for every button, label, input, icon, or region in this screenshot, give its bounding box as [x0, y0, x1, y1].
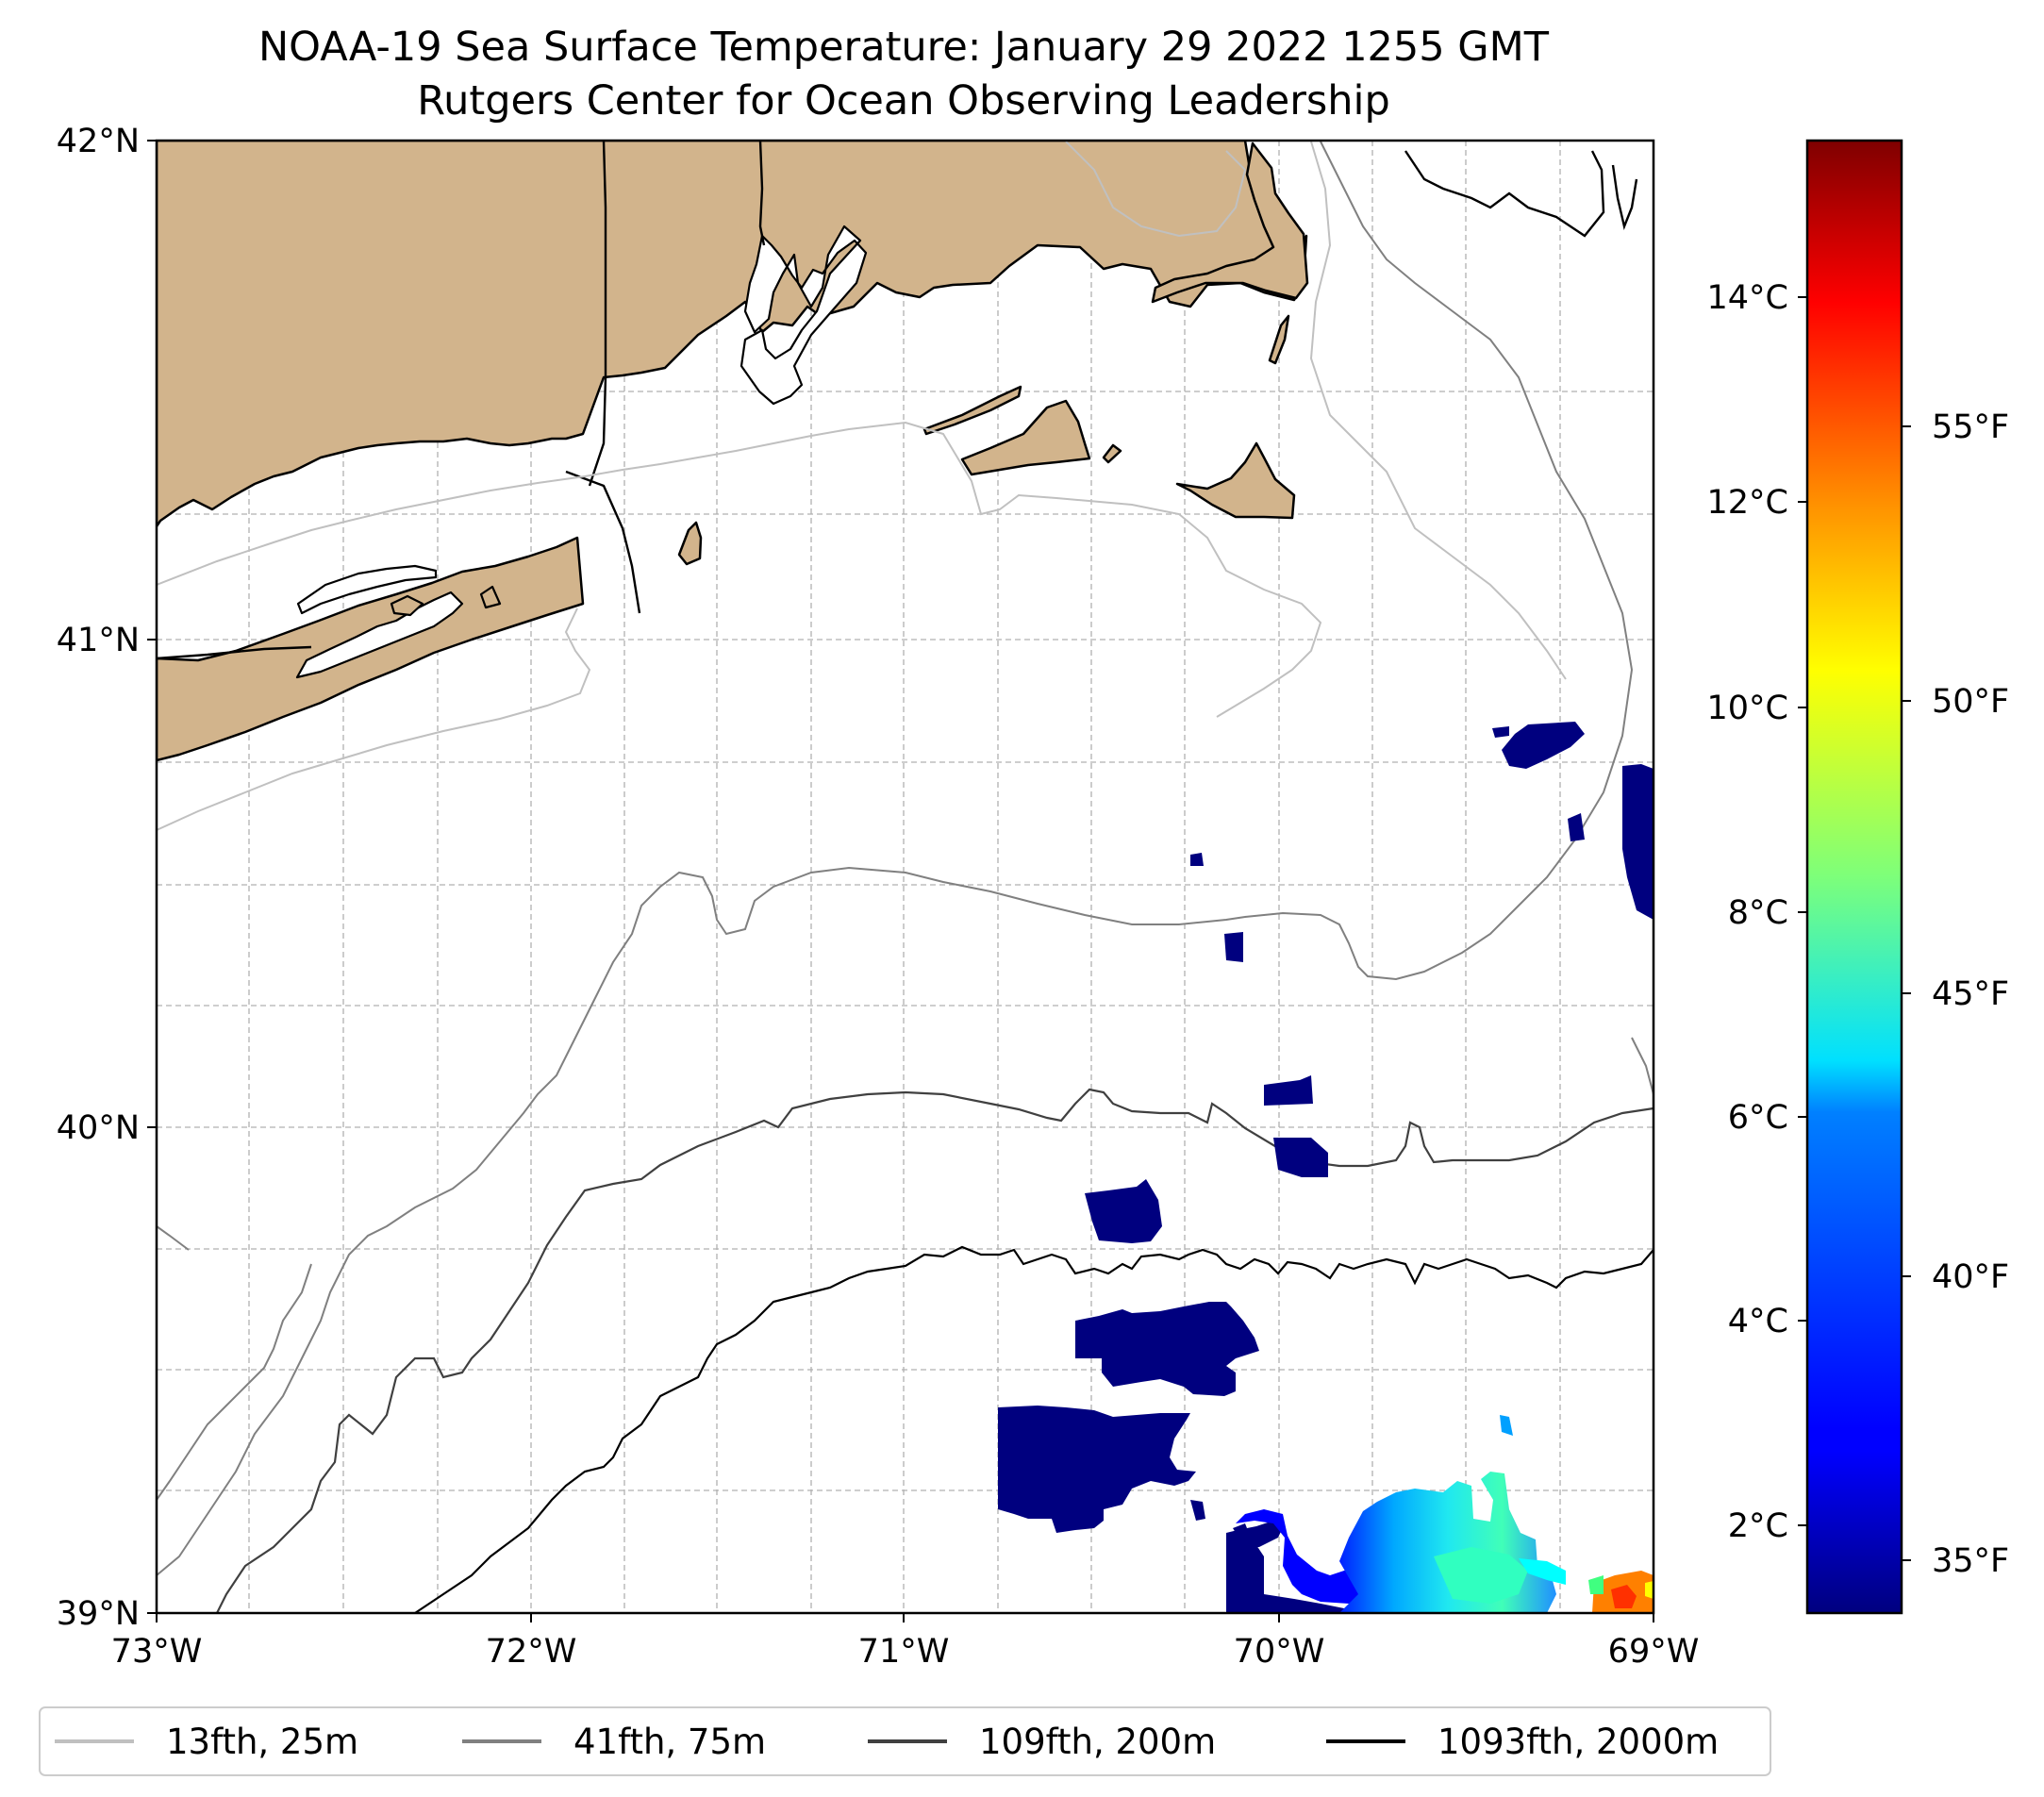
- marthas-vineyard: [960, 399, 1091, 476]
- contour-200m: [216, 1088, 1653, 1613]
- ct-ri-border: [588, 141, 607, 487]
- narragansett-bay: [739, 225, 868, 406]
- fahrenheit-label: 50°F: [1932, 683, 2009, 721]
- map-title: NOAA-19 Sea Surface Temperature: January…: [258, 24, 1550, 71]
- fahrenheit-label: 45°F: [1932, 975, 2009, 1013]
- gardiners-island: [479, 585, 502, 609]
- monomoy: [1268, 314, 1290, 365]
- shelter-island: [390, 594, 424, 617]
- tuckernuck: [1102, 443, 1122, 464]
- lat-label: 41°N: [57, 622, 140, 659]
- block-island: [677, 521, 703, 566]
- celsius-label: 12°C: [1707, 484, 1788, 522]
- map-ticks: [147, 140, 1654, 1622]
- latitude-labels: 42°N 41°N 40°N 39°N: [57, 123, 140, 1633]
- ri-ma-border: [758, 141, 766, 246]
- lat-label: 40°N: [57, 1109, 140, 1147]
- fahrenheit-label: 40°F: [1932, 1258, 2009, 1296]
- map-subtitle: Rutgers Center for Ocean Observing Leade…: [417, 77, 1390, 125]
- lon-label: 72°W: [486, 1633, 577, 1671]
- long-island-sound-shore: [296, 564, 438, 615]
- celsius-labels: 14°C 12°C 10°C 8°C 6°C 4°C 2°C: [1707, 279, 1788, 1545]
- lon-label: 73°W: [111, 1633, 203, 1671]
- legend-label: 1093fth, 2000m: [1437, 1722, 1719, 1762]
- maine-tip: [1611, 164, 1638, 230]
- legend-label: 109fth, 200m: [979, 1722, 1216, 1762]
- lat-label: 42°N: [57, 123, 140, 160]
- sst-data: [998, 722, 1653, 1613]
- peconic-bay: [295, 591, 464, 679]
- gulf-of-maine-coast: [1404, 150, 1605, 238]
- celsius-label: 14°C: [1707, 279, 1788, 317]
- north-coast: [157, 645, 312, 660]
- colorbar-ticks: [1798, 296, 1911, 1561]
- map-panel: 42°N 41°N 40°N 39°N 73°W 72°W 71°W 70°W …: [57, 123, 1700, 1671]
- bathymetry: [157, 141, 1653, 1613]
- bays: [295, 225, 868, 679]
- cape-cod: [1151, 141, 1309, 304]
- celsius-label: 4°C: [1728, 1303, 1788, 1340]
- contour-2000m: [414, 1245, 1653, 1613]
- legend-item-75m: 41fth, 75m: [462, 1722, 766, 1762]
- celsius-label: 2°C: [1728, 1507, 1788, 1545]
- map-frame: [155, 139, 1655, 1615]
- celsius-label: 8°C: [1728, 894, 1788, 932]
- lon-label: 69°W: [1608, 1633, 1700, 1671]
- contour-75m: [157, 141, 1653, 1576]
- celsius-label: 6°C: [1728, 1099, 1788, 1137]
- legend-label: 41fth, 75m: [573, 1722, 766, 1762]
- fahrenheit-label: 35°F: [1932, 1542, 2009, 1580]
- sst-warmer-patches: [1226, 1415, 1653, 1613]
- ny-ct-line: [565, 470, 641, 614]
- elizabeth-islands: [922, 385, 1022, 436]
- legend-item-2000m: 1093fth, 2000m: [1326, 1722, 1719, 1762]
- sst-cold-patches: [998, 722, 1653, 1547]
- lon-label: 70°W: [1234, 1633, 1325, 1671]
- borders: [157, 141, 1638, 660]
- fahrenheit-labels: 55°F 50°F 45°F 40°F 35°F: [1932, 408, 2009, 1580]
- legend-item-25m: 13fth, 25m: [55, 1722, 358, 1762]
- legend: 13fth, 25m 41fth, 75m 109fth, 200m 1093f…: [39, 1706, 1771, 1776]
- nantucket: [1175, 441, 1296, 520]
- legend-label: 13fth, 25m: [166, 1722, 358, 1762]
- longitude-labels: 73°W 72°W 71°W 70°W 69°W: [111, 1633, 1700, 1671]
- mainland-new-england: [157, 141, 1308, 528]
- legend-item-200m: 109fth, 200m: [868, 1722, 1216, 1762]
- celsius-label: 10°C: [1707, 690, 1788, 727]
- fahrenheit-label: 55°F: [1932, 408, 2009, 446]
- lat-label: 39°N: [57, 1595, 140, 1633]
- colorbar: 14°C 12°C 10°C 8°C 6°C 4°C 2°C 55°F 50°F…: [1707, 139, 2009, 1615]
- lon-label: 71°W: [858, 1633, 950, 1671]
- colorbar-gradient: [1805, 139, 1903, 1615]
- contour-25m: [157, 141, 1567, 831]
